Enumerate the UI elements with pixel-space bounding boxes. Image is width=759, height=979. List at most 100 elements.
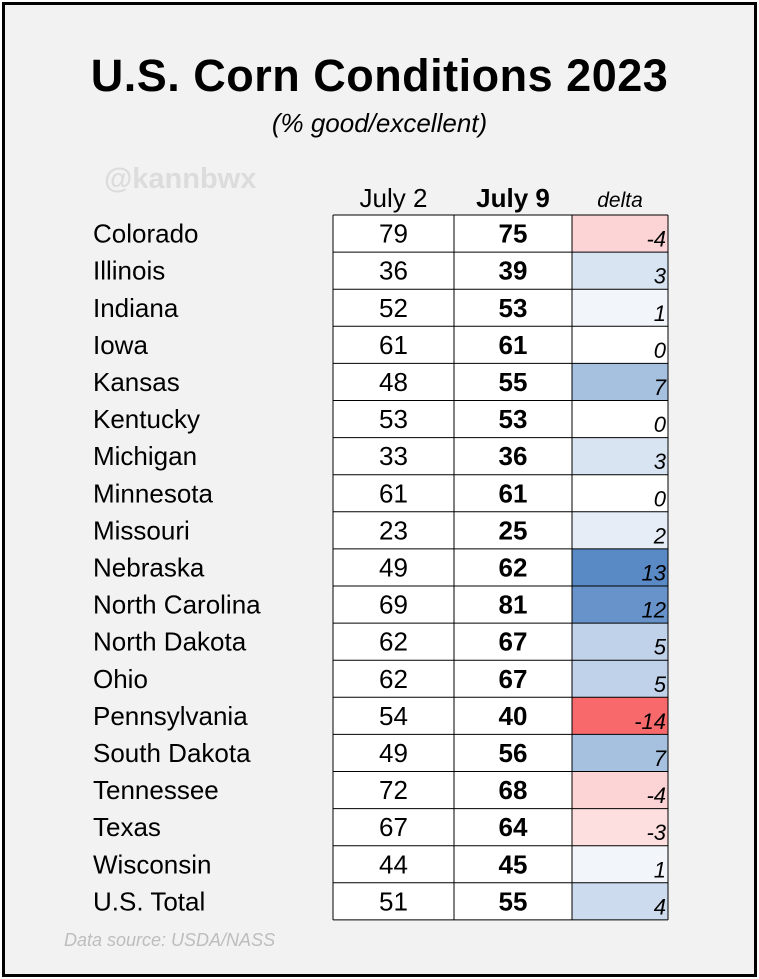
table-cell-bg (333, 326, 572, 364)
table-cell-bg (333, 623, 572, 661)
state-label: Minnesota (93, 478, 213, 508)
delta-cell (572, 400, 668, 438)
delta-value: 5 (654, 672, 667, 697)
state-label: Tennessee (93, 775, 219, 805)
delta-cell (572, 845, 668, 883)
column-header-july9: July 9 (476, 183, 550, 213)
july2-value: 49 (379, 552, 408, 582)
table-cell-bg (333, 882, 572, 920)
delta-value: 1 (654, 857, 666, 882)
july2-value: 79 (379, 219, 408, 249)
july2-value: 49 (379, 738, 408, 768)
delta-value: -3 (646, 820, 666, 845)
july2-value: 52 (379, 293, 408, 323)
state-label: Texas (93, 812, 161, 842)
july2-value: 23 (379, 515, 408, 545)
delta-value: 1 (654, 301, 666, 326)
july2-value: 54 (379, 701, 408, 731)
delta-cell (572, 252, 668, 290)
delta-cell (572, 474, 668, 512)
delta-value: 3 (654, 449, 667, 474)
july9-value: 61 (499, 478, 528, 508)
delta-value: -14 (634, 709, 666, 734)
july9-value: 64 (499, 812, 528, 842)
table-cell-bg (333, 548, 572, 586)
july9-value: 55 (499, 367, 528, 397)
july2-value: 61 (379, 478, 408, 508)
delta-cell (572, 326, 668, 364)
state-label: South Dakota (93, 738, 251, 768)
july9-value: 67 (499, 664, 528, 694)
july2-value: 61 (379, 330, 408, 360)
state-label: Iowa (93, 330, 148, 360)
delta-value: 0 (654, 412, 667, 437)
july2-value: 62 (379, 664, 408, 694)
july2-value: 67 (379, 812, 408, 842)
state-label: Illinois (93, 256, 165, 286)
july9-value: 61 (499, 330, 528, 360)
july2-value: 72 (379, 775, 408, 805)
july9-value: 81 (499, 590, 528, 620)
delta-value: -4 (646, 783, 666, 808)
delta-cell (572, 808, 668, 846)
july2-value: 62 (379, 627, 408, 657)
watermark: @kannbwx (104, 163, 257, 195)
july2-value: 69 (379, 590, 408, 620)
july9-value: 56 (499, 738, 528, 768)
delta-cell (572, 882, 668, 920)
delta-cell (572, 548, 668, 586)
delta-cell (572, 734, 668, 772)
state-label: Missouri (93, 515, 190, 545)
column-header-july2: July 2 (359, 183, 428, 213)
table-cell-bg (333, 586, 572, 624)
state-label: U.S. Total (93, 886, 205, 916)
delta-cell (572, 437, 668, 475)
table-cell-bg (333, 697, 572, 735)
delta-value: -4 (646, 227, 666, 252)
table-cell-bg (333, 400, 572, 438)
chart-subtitle: (% good/excellent) (271, 108, 488, 138)
july9-value: 67 (499, 627, 528, 657)
july9-value: 25 (499, 515, 528, 545)
delta-value: 7 (654, 746, 667, 771)
delta-cell (572, 289, 668, 327)
delta-value: 4 (654, 894, 666, 919)
delta-value: 0 (654, 486, 667, 511)
table-cell-bg (333, 474, 572, 512)
state-label: North Carolina (93, 590, 261, 620)
state-label: Kentucky (93, 404, 200, 434)
july9-value: 39 (499, 256, 528, 286)
july2-value: 48 (379, 367, 408, 397)
table-cell-bg (333, 289, 572, 327)
state-label: Wisconsin (93, 849, 211, 879)
delta-cell (572, 660, 668, 698)
state-label: Nebraska (93, 552, 205, 582)
delta-value: 7 (654, 375, 667, 400)
july9-value: 36 (499, 441, 528, 471)
delta-value: 5 (654, 635, 667, 660)
july2-value: 51 (379, 886, 408, 916)
table-cell-bg (333, 252, 572, 290)
delta-cell (572, 586, 668, 624)
delta-cell (572, 623, 668, 661)
table-cell-bg (333, 845, 572, 883)
column-header-delta: delta (597, 189, 643, 212)
delta-cell (572, 215, 668, 253)
table-cell-bg (333, 771, 572, 809)
table-cell-bg (333, 734, 572, 772)
july2-value: 36 (379, 256, 408, 286)
table-cell-bg (333, 511, 572, 549)
table-cell-bg (333, 215, 572, 253)
delta-value: 12 (642, 598, 666, 623)
table-cell-bg (333, 363, 572, 401)
delta-cell (572, 771, 668, 809)
july9-value: 55 (499, 886, 528, 916)
july9-value: 62 (499, 552, 528, 582)
delta-value: 3 (654, 264, 667, 289)
july9-value: 53 (499, 404, 528, 434)
july9-value: 45 (499, 849, 528, 879)
state-label: Ohio (93, 664, 148, 694)
state-label: Indiana (93, 293, 179, 323)
table-cell-bg (333, 437, 572, 475)
